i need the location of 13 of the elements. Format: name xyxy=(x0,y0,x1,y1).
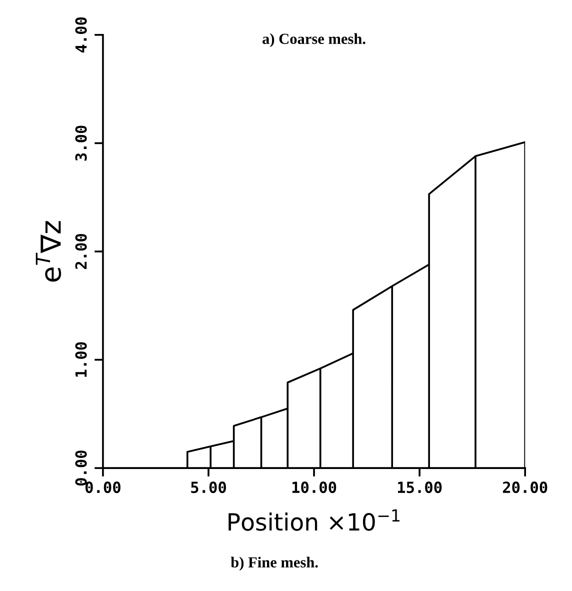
x-tick-label: 0.00 xyxy=(85,482,120,494)
y-tick-label: 1.00 xyxy=(75,342,87,377)
y-tick-label: 4.00 xyxy=(75,17,87,53)
x-tick-label: 5.00 xyxy=(191,482,226,494)
y-axis-title: e$^{T}$∇z xyxy=(36,221,62,282)
y-tick-label: 3.00 xyxy=(75,126,87,161)
text: b) Fine mesh. xyxy=(230,556,318,571)
chart-title: a) Coarse mesh. xyxy=(262,33,366,48)
x-tick-label: 10.00 xyxy=(292,482,336,494)
x-axis-title: Position ×10$^{−1}$ xyxy=(228,509,400,531)
x-tick-label: 20.00 xyxy=(502,482,548,494)
y-tick-label: 2.00 xyxy=(75,234,87,270)
x-tick-label: 15.00 xyxy=(398,482,442,494)
